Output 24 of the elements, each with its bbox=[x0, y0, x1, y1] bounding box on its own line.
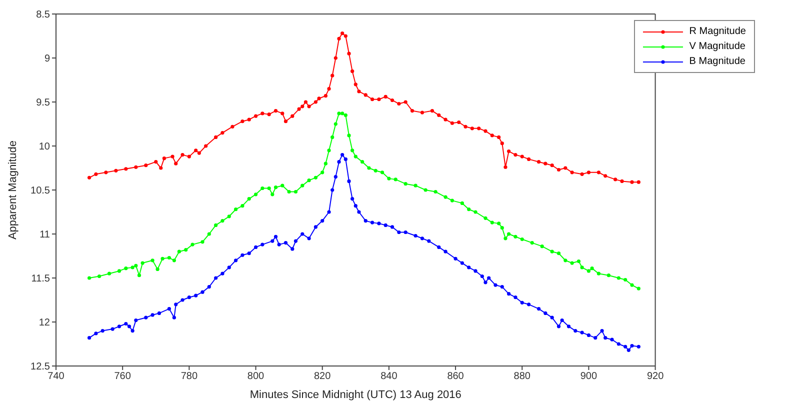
x-tick-label: 860 bbox=[447, 371, 464, 382]
y-tick-label: 11.5 bbox=[31, 274, 50, 285]
y-tick-label: 11 bbox=[40, 230, 50, 241]
x-tick-label: 780 bbox=[180, 371, 198, 382]
legend-label: V Magnitude bbox=[689, 41, 746, 52]
legend-label: B Magnitude bbox=[689, 56, 746, 67]
y-tick-label: 12 bbox=[38, 318, 50, 329]
y-axis-title: Apparent Magnitude bbox=[6, 140, 19, 240]
x-axis-title: Minutes Since Midnight (UTC) 13 Aug 2016 bbox=[250, 389, 462, 401]
x-tick-label: 840 bbox=[380, 371, 398, 382]
y-tick-label: 12.5 bbox=[30, 362, 50, 373]
x-tick-label: 820 bbox=[314, 371, 332, 382]
x-tick-label: 740 bbox=[48, 371, 65, 382]
y-tick-label: 9.5 bbox=[36, 98, 50, 109]
y-tick-label: 9 bbox=[44, 54, 50, 65]
x-tick-label: 760 bbox=[114, 371, 132, 382]
x-tick-label: 880 bbox=[514, 371, 531, 382]
x-tick-label: 800 bbox=[247, 371, 265, 382]
legend-label: R Magnitude bbox=[689, 26, 746, 37]
y-tick-label: 10 bbox=[38, 142, 50, 153]
x-tick-label: 900 bbox=[580, 371, 598, 382]
x-tick-label: 920 bbox=[646, 371, 664, 382]
y-tick-label: 8.5 bbox=[36, 10, 50, 21]
y-tick-label: 10.5 bbox=[30, 186, 50, 197]
